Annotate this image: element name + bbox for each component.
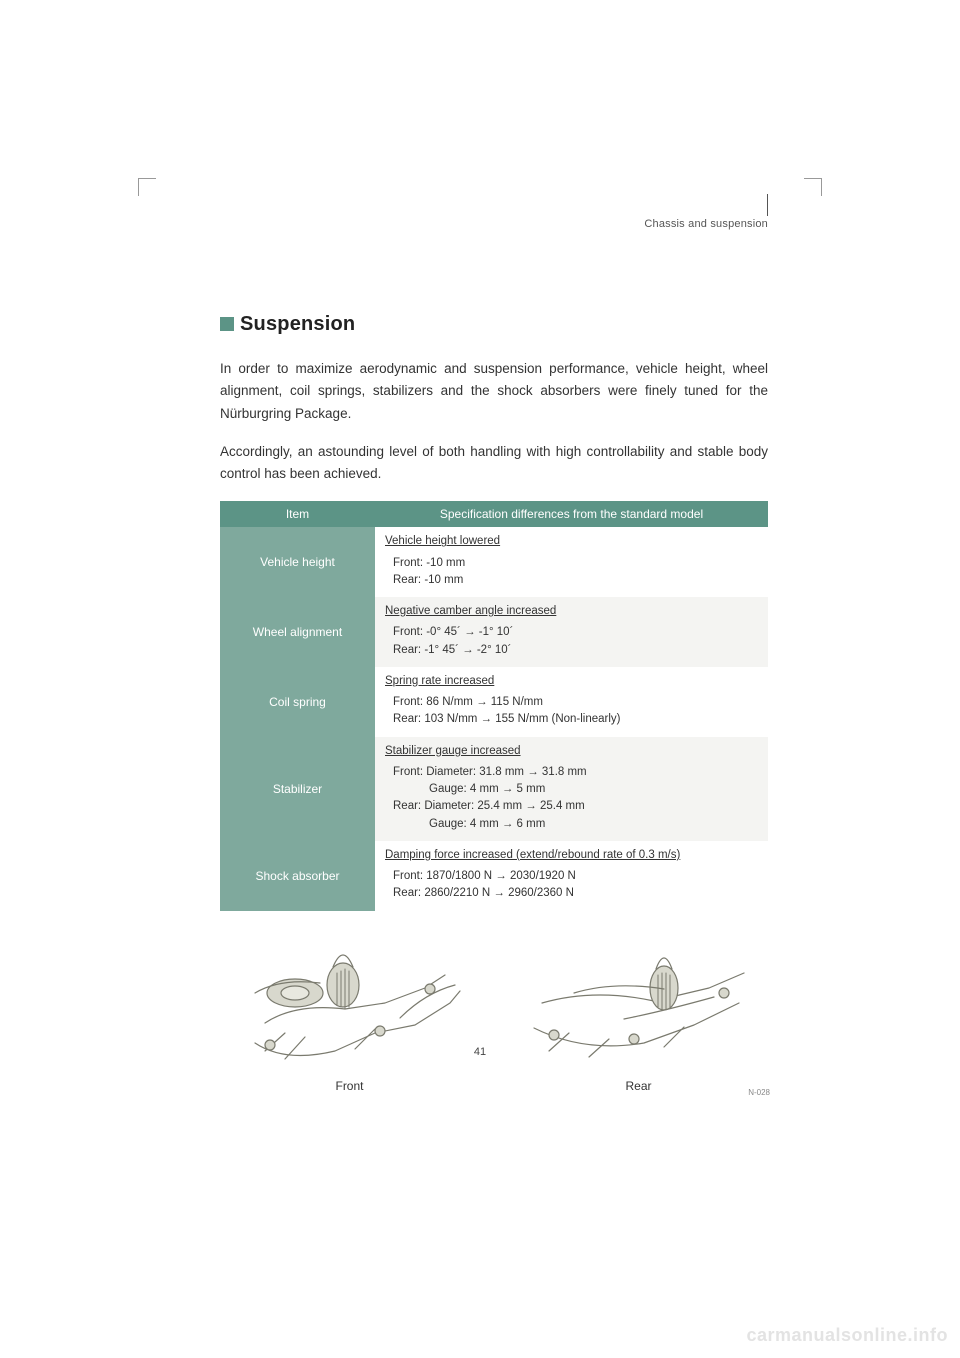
figure-front-label: Front — [220, 1079, 479, 1093]
row-detail: Front: Diameter: 31.8 mm → 31.8 mm — [385, 764, 758, 781]
row-title: Damping force increased (extend/rebound … — [385, 847, 758, 864]
row-detail: Rear: Diameter: 25.4 mm → 25.4 mm — [385, 798, 758, 815]
watermark: carmanualsonline.info — [746, 1325, 948, 1346]
row-label: Shock absorber — [220, 841, 375, 911]
figure-code: N-028 — [748, 1088, 770, 1097]
row-detail: Front: -0° 45´ → -1° 10´ — [385, 624, 758, 641]
page-number: 41 — [0, 1046, 960, 1058]
row-title: Stabilizer gauge increased — [385, 743, 758, 760]
row-detail: Front: 1870/1800 N → 2030/1920 N — [385, 868, 758, 885]
row-value: Spring rate increased Front: 86 N/mm → 1… — [375, 667, 768, 737]
header-divider — [767, 194, 768, 216]
row-detail: Rear: 103 N/mm → 155 N/mm (Non-linearly) — [385, 711, 758, 728]
row-detail: Front: 86 N/mm → 115 N/mm — [385, 694, 758, 711]
title-text: Suspension — [240, 313, 355, 335]
row-detail: Rear: -10 mm — [385, 572, 758, 589]
table-header-item: Item — [220, 501, 375, 527]
table-row: Wheel alignment Negative camber angle in… — [220, 597, 768, 667]
figure-area: Front — [220, 933, 768, 1093]
section-title: Suspension — [220, 313, 768, 336]
row-label: Wheel alignment — [220, 597, 375, 667]
row-title: Spring rate increased — [385, 673, 758, 690]
row-value: Damping force increased (extend/rebound … — [375, 841, 768, 911]
table-header-spec: Specification differences from the stand… — [375, 501, 768, 527]
row-label: Coil spring — [220, 667, 375, 737]
row-title: Vehicle height lowered — [385, 533, 758, 550]
row-value: Stabilizer gauge increased Front: Diamet… — [375, 737, 768, 841]
table-row: Stabilizer Stabilizer gauge increased Fr… — [220, 737, 768, 841]
row-title: Negative camber angle increased — [385, 603, 758, 620]
row-detail: Gauge: 4 mm → 6 mm — [385, 816, 758, 833]
row-detail: Front: -10 mm — [385, 555, 758, 572]
figure-rear-label: Rear — [509, 1079, 768, 1093]
bullet-icon — [220, 317, 234, 331]
header-section: Chassis and suspension — [644, 218, 768, 230]
row-detail: Rear: -1° 45´ → -2° 10´ — [385, 642, 758, 659]
table-row: Shock absorber Damping force increased (… — [220, 841, 768, 911]
figure-front: Front — [220, 933, 479, 1093]
row-detail: Rear: 2860/2210 N → 2960/2360 N — [385, 885, 758, 902]
table-row: Vehicle height Vehicle height lowered Fr… — [220, 527, 768, 597]
table-row: Coil spring Spring rate increased Front:… — [220, 667, 768, 737]
row-value: Negative camber angle increased Front: -… — [375, 597, 768, 667]
spec-table: Item Specification differences from the … — [220, 501, 768, 910]
row-detail: Gauge: 4 mm → 5 mm — [385, 781, 758, 798]
figure-rear: Rear — [509, 933, 768, 1093]
paragraph-1: In order to maximize aerodynamic and sus… — [220, 358, 768, 425]
row-label: Vehicle height — [220, 527, 375, 597]
paragraph-2: Accordingly, an astounding level of both… — [220, 441, 768, 486]
row-label: Stabilizer — [220, 737, 375, 841]
row-value: Vehicle height lowered Front: -10 mm Rea… — [375, 527, 768, 597]
